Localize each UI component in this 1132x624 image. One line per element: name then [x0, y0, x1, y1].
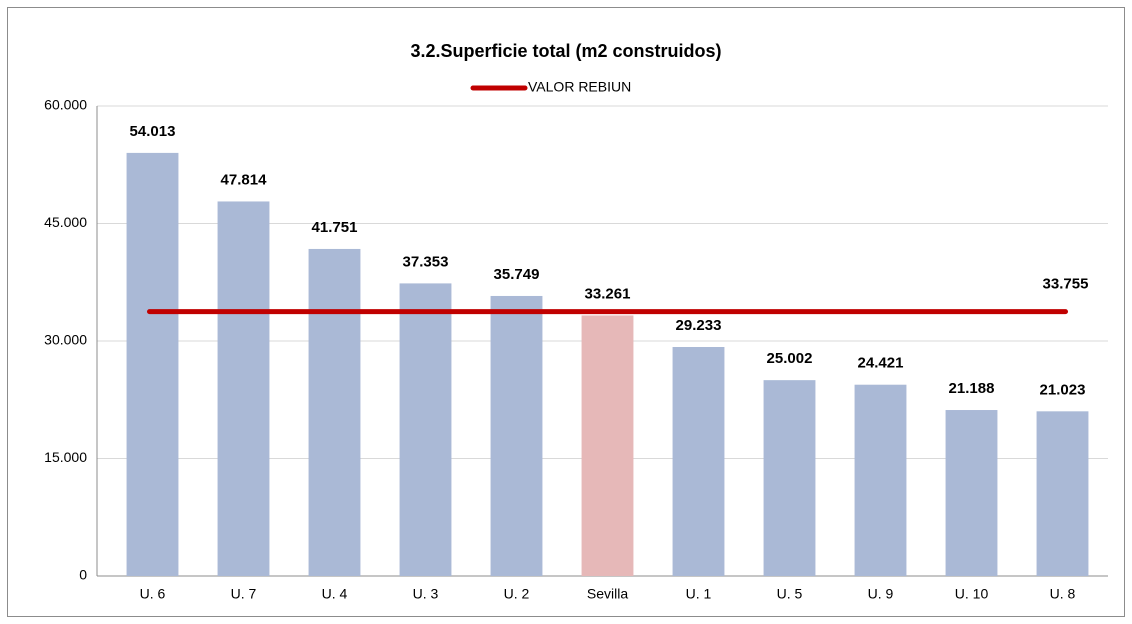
bar — [945, 410, 998, 576]
legend-label: VALOR REBIUN — [528, 79, 631, 95]
data-label: 47.814 — [221, 171, 268, 188]
data-label: 54.013 — [130, 123, 176, 140]
x-tick-label: U. 8 — [1050, 586, 1076, 602]
data-label: 37.353 — [403, 253, 449, 270]
x-tick-label: U. 10 — [955, 586, 989, 602]
data-label: 33.261 — [585, 285, 631, 302]
x-tick-label: U. 5 — [777, 586, 803, 602]
bar — [581, 315, 634, 576]
y-tick-label: 0 — [79, 567, 87, 583]
bar — [399, 283, 452, 576]
bar — [763, 380, 816, 576]
data-label: 25.002 — [767, 350, 813, 367]
y-tick-label: 45.000 — [44, 214, 87, 230]
bar — [490, 295, 543, 576]
data-label: 29.233 — [676, 317, 722, 334]
x-tick-label: U. 7 — [231, 586, 257, 602]
x-tick-label: U. 6 — [140, 586, 166, 602]
x-tick-label: U. 9 — [868, 586, 894, 602]
data-label: 35.749 — [494, 266, 540, 283]
bar — [672, 347, 725, 576]
chart-title: 3.2.Superficie total (m2 construidos) — [410, 41, 721, 61]
data-label: 24.421 — [858, 355, 904, 372]
bar — [126, 152, 179, 576]
y-tick-label: 30.000 — [44, 332, 87, 348]
x-tick-label: U. 2 — [504, 586, 530, 602]
x-tick-label: U. 3 — [413, 586, 439, 602]
x-tick-label: Sevilla — [587, 586, 628, 602]
y-tick-label: 60.000 — [44, 97, 87, 113]
bar — [308, 248, 361, 576]
x-tick-label: U. 4 — [322, 586, 348, 602]
bar — [854, 384, 907, 576]
y-tick-label: 15.000 — [44, 449, 87, 465]
reference-label: 33.755 — [1043, 276, 1089, 293]
bar — [217, 201, 270, 576]
data-label: 21.188 — [949, 380, 995, 397]
x-tick-label: U. 1 — [686, 586, 712, 602]
bar — [1036, 411, 1089, 576]
data-label: 21.023 — [1040, 381, 1086, 398]
data-label: 41.751 — [312, 219, 358, 236]
